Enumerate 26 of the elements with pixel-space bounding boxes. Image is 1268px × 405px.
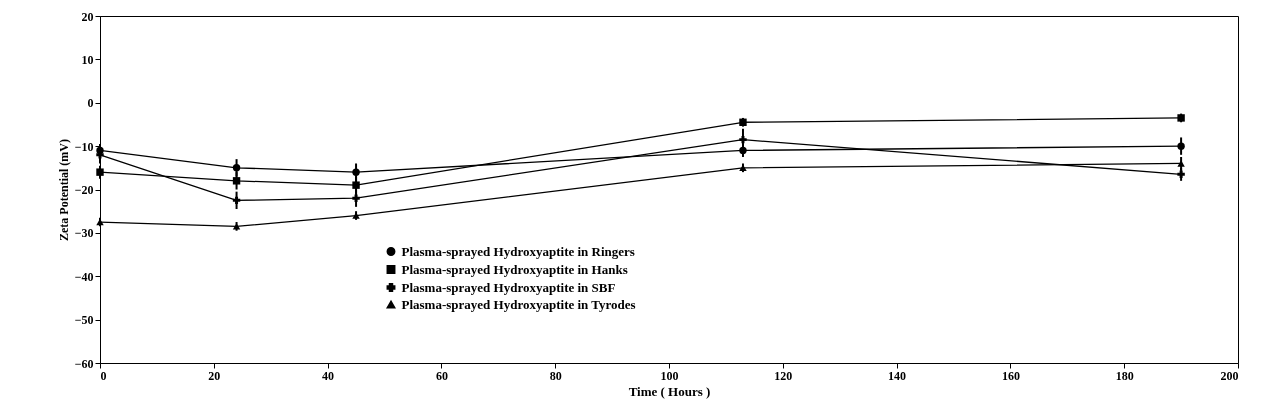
y-tick-label: −60 <box>74 356 94 371</box>
legend-label: Plasma-sprayed Hydroxyaptite in SBF <box>401 279 616 295</box>
x-tick-label: 180 <box>1115 368 1134 383</box>
y-tick-label: −10 <box>74 139 94 154</box>
x-tick-label: 160 <box>1001 368 1020 383</box>
y-tick-label: −30 <box>74 226 94 241</box>
legend-label: Plasma-sprayed Hydroxyaptite in Hanks <box>401 261 628 277</box>
y-tick-label: 0 <box>87 96 94 111</box>
x-tick-label: 20 <box>208 368 221 383</box>
x-axis-title: Time ( Hours ) <box>628 383 711 399</box>
y-tick-label: 10 <box>81 52 94 67</box>
y-tick-label: 20 <box>81 9 94 24</box>
y-tick-label: −20 <box>74 183 94 197</box>
y-tick-label: −40 <box>74 269 94 284</box>
x-tick-label: 120 <box>774 368 793 383</box>
x-tick-label: 40 <box>322 368 335 383</box>
x-tick-label: 0 <box>100 368 107 383</box>
x-tick-label: 60 <box>435 368 448 383</box>
y-axis-title: Zeta Potential (mV) <box>56 139 71 241</box>
x-tick-label: 200 <box>1220 368 1239 383</box>
legend-label: Plasma-sprayed Hydroxyaptite in Ringers <box>401 243 635 259</box>
x-tick-label: 140 <box>888 368 907 383</box>
legend-label: Plasma-sprayed Hydroxyaptite in Tyrodes <box>401 296 636 312</box>
y-tick-label: −50 <box>74 313 94 328</box>
x-tick-label: 80 <box>549 368 562 383</box>
x-tick-label: 100 <box>660 368 679 383</box>
